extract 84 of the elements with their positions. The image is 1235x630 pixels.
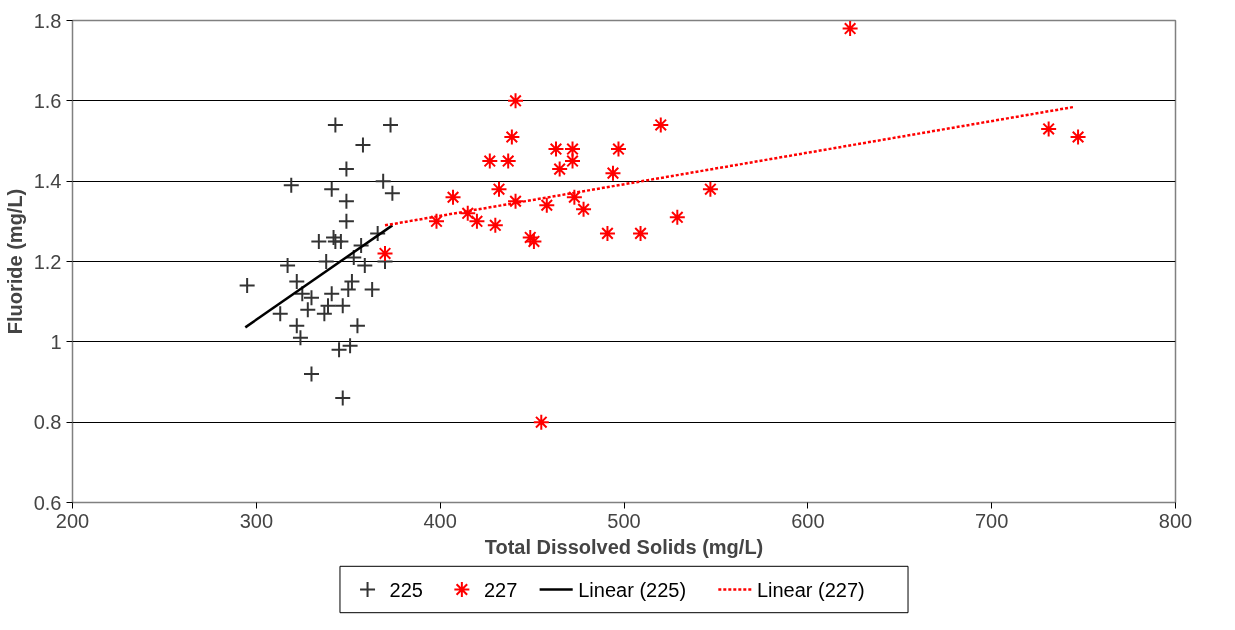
point — [356, 257, 374, 275]
point — [701, 180, 719, 198]
point — [427, 212, 445, 230]
point — [302, 365, 320, 383]
y-tick-label: 0.8 — [33, 411, 62, 434]
point — [841, 20, 859, 38]
x-tick-label: 400 — [423, 509, 457, 532]
point — [376, 244, 394, 262]
point — [1040, 120, 1058, 138]
point — [668, 208, 686, 226]
point — [271, 305, 289, 323]
point — [481, 152, 499, 170]
point — [499, 152, 517, 170]
point — [337, 192, 355, 210]
point — [337, 212, 355, 230]
point — [363, 281, 381, 299]
point — [330, 341, 348, 359]
point — [323, 180, 341, 198]
x-tick-label: 500 — [607, 509, 641, 532]
point — [490, 180, 508, 198]
y-tick-label: 1.2 — [33, 250, 62, 273]
y-tick-label: 1.4 — [33, 170, 62, 193]
point — [382, 116, 400, 134]
point — [564, 140, 582, 158]
point — [538, 196, 556, 214]
point — [383, 184, 401, 202]
point — [238, 277, 256, 295]
x-tick-label: 800 — [1158, 509, 1193, 532]
point — [279, 257, 297, 275]
point — [374, 172, 392, 190]
point — [547, 140, 565, 158]
point — [575, 200, 593, 218]
x-tick-label: 700 — [974, 509, 1009, 532]
point — [291, 329, 309, 347]
point — [369, 224, 387, 242]
point — [551, 160, 569, 178]
x-tick-label: 300 — [239, 509, 274, 532]
legend-label: Linear (225) — [578, 578, 687, 601]
point — [293, 285, 311, 303]
point — [1069, 128, 1087, 146]
y-tick-label: 1.6 — [33, 89, 62, 112]
point — [444, 188, 462, 206]
point — [632, 224, 650, 242]
point — [334, 389, 352, 407]
point — [323, 285, 341, 303]
point — [354, 136, 372, 154]
point — [565, 188, 583, 206]
x-axis-title: Total Dissolved Solids (mg/L) — [484, 535, 764, 558]
point — [459, 204, 477, 222]
point — [521, 228, 539, 246]
point — [468, 212, 486, 230]
point — [532, 413, 550, 431]
point — [348, 317, 366, 335]
point — [317, 253, 335, 270]
legend-label: Linear (227) — [756, 578, 865, 601]
point — [352, 236, 370, 254]
point — [525, 232, 543, 250]
point — [288, 317, 306, 335]
point — [299, 301, 317, 319]
point — [326, 116, 344, 134]
point — [302, 289, 320, 307]
legend-label: 227 — [483, 578, 518, 601]
point — [337, 160, 355, 178]
point — [503, 128, 521, 146]
point — [332, 232, 350, 250]
point — [310, 232, 328, 250]
point — [598, 224, 616, 242]
x-tick-label: 600 — [791, 509, 825, 532]
point — [282, 176, 300, 194]
point — [609, 140, 627, 158]
point — [604, 164, 622, 182]
point — [334, 297, 352, 315]
point — [486, 216, 504, 234]
point — [288, 273, 306, 291]
legend-label: 225 — [389, 578, 423, 601]
point — [345, 248, 363, 266]
y-tick-label: 1 — [50, 330, 62, 353]
point — [564, 152, 582, 170]
point — [507, 92, 525, 110]
y-tick-label: 1.8 — [33, 9, 62, 32]
point — [341, 337, 359, 355]
y-axis-title: Fluoride (mg/L) — [3, 188, 26, 335]
point — [507, 192, 525, 210]
point — [652, 116, 670, 134]
